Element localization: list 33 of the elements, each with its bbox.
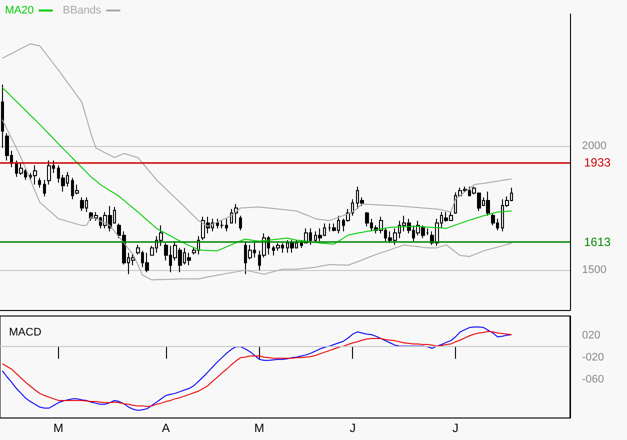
candlestick [80, 196, 84, 212]
candlestick [220, 220, 224, 229]
text: MACD [9, 326, 42, 338]
y-tick-label: 1500 [582, 264, 606, 276]
candlestick [239, 215, 242, 231]
candlestick [145, 252, 149, 273]
candlestick [276, 242, 280, 252]
x-tick-label: A [162, 421, 170, 435]
y-tick-label: 020 [582, 330, 600, 342]
y-tick-label: -020 [582, 352, 604, 364]
candlestick [290, 240, 294, 254]
candlestick [43, 179, 46, 197]
x-tick-label: M [53, 421, 64, 435]
candlestick [351, 198, 354, 216]
x-tick-label: J [452, 421, 459, 435]
candlestick [33, 164, 37, 186]
legend-label: MA20 [4, 4, 34, 16]
ref-line-label: 1933 [584, 155, 612, 170]
ref-line-label: 1613 [584, 235, 612, 250]
x-tick-label: J [350, 421, 356, 435]
candlestick [47, 160, 51, 186]
candlestick [187, 252, 191, 266]
line-series [2, 119, 512, 280]
candlestick [38, 177, 41, 188]
legend-label: BBands [62, 4, 102, 16]
y-tick-label: -060 [582, 374, 604, 386]
candlestick [1, 84, 4, 148]
x-tick-label: M [254, 421, 264, 435]
y-tick-label: 2000 [582, 140, 606, 152]
line-series [2, 43, 512, 227]
candlestick [486, 191, 490, 216]
line-series [2, 87, 512, 252]
candlestick [318, 228, 322, 242]
